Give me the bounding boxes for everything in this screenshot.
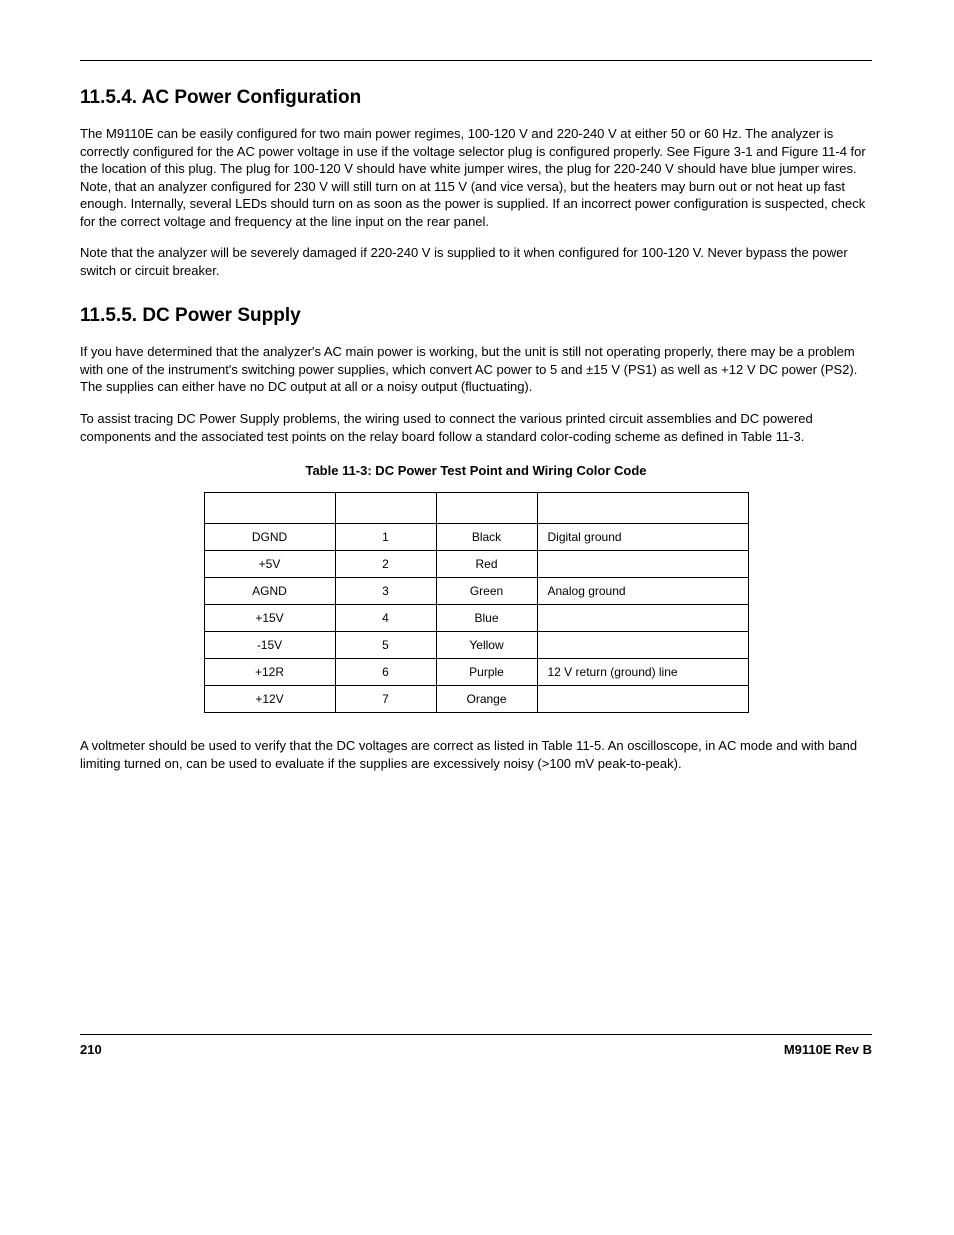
paragraph: To assist tracing DC Power Supply proble… xyxy=(80,410,872,445)
table-cell: Analog ground xyxy=(537,578,748,605)
table-cell: Purple xyxy=(436,659,537,686)
table-cell: -15V xyxy=(204,632,335,659)
table-cell: Red xyxy=(436,551,537,578)
table-cell: +15V xyxy=(204,605,335,632)
paragraph: A voltmeter should be used to verify tha… xyxy=(80,737,872,772)
table-cell: +5V xyxy=(204,551,335,578)
paragraph: The M9110E can be easily configured for … xyxy=(80,125,872,230)
table-cell xyxy=(537,632,748,659)
page-number: 210 xyxy=(80,1042,102,1057)
table-header-cell xyxy=(335,493,436,524)
table-cell xyxy=(537,686,748,713)
heading-11-5-4: 11.5.4. AC Power Configuration xyxy=(80,87,872,109)
table-row: +5V 2 Red xyxy=(204,551,748,578)
table-row: DGND 1 Black Digital ground xyxy=(204,524,748,551)
table-row: -15V 5 Yellow xyxy=(204,632,748,659)
top-rule xyxy=(80,60,872,61)
table-cell: +12V xyxy=(204,686,335,713)
table-cell: 4 xyxy=(335,605,436,632)
paragraph: If you have determined that the analyzer… xyxy=(80,343,872,396)
table-header-cell xyxy=(537,493,748,524)
footer-rule xyxy=(80,1034,872,1035)
document-page: 11.5.4. AC Power Configuration The M9110… xyxy=(0,0,954,1235)
table-row: AGND 3 Green Analog ground xyxy=(204,578,748,605)
paragraph: Note that the analyzer will be severely … xyxy=(80,244,872,279)
table-row: +12R 6 Purple 12 V return (ground) line xyxy=(204,659,748,686)
table-cell: 5 xyxy=(335,632,436,659)
table-cell: 3 xyxy=(335,578,436,605)
table-header-cell xyxy=(436,493,537,524)
table-cell: 7 xyxy=(335,686,436,713)
table-cell: Orange xyxy=(436,686,537,713)
page-footer: 210 M9110E Rev B xyxy=(80,1042,872,1057)
table-header-row xyxy=(204,493,748,524)
heading-11-5-5: 11.5.5. DC Power Supply xyxy=(80,305,872,327)
table-cell xyxy=(537,551,748,578)
table-cell: Green xyxy=(436,578,537,605)
doc-id: M9110E Rev B xyxy=(784,1042,872,1057)
table-header-cell xyxy=(204,493,335,524)
table-cell: Digital ground xyxy=(537,524,748,551)
table-cell: 1 xyxy=(335,524,436,551)
table-cell: 6 xyxy=(335,659,436,686)
table-cell xyxy=(537,605,748,632)
table-cell: Blue xyxy=(436,605,537,632)
table-cell: DGND xyxy=(204,524,335,551)
table-cell: AGND xyxy=(204,578,335,605)
table-cell: 12 V return (ground) line xyxy=(537,659,748,686)
table-cell: Black xyxy=(436,524,537,551)
table-row: +15V 4 Blue xyxy=(204,605,748,632)
dc-power-table: DGND 1 Black Digital ground +5V 2 Red AG… xyxy=(204,492,749,713)
table-cell: +12R xyxy=(204,659,335,686)
table-cell: Yellow xyxy=(436,632,537,659)
table-cell: 2 xyxy=(335,551,436,578)
table-caption: Table 11-3: DC Power Test Point and Wiri… xyxy=(80,463,872,478)
table-row: +12V 7 Orange xyxy=(204,686,748,713)
